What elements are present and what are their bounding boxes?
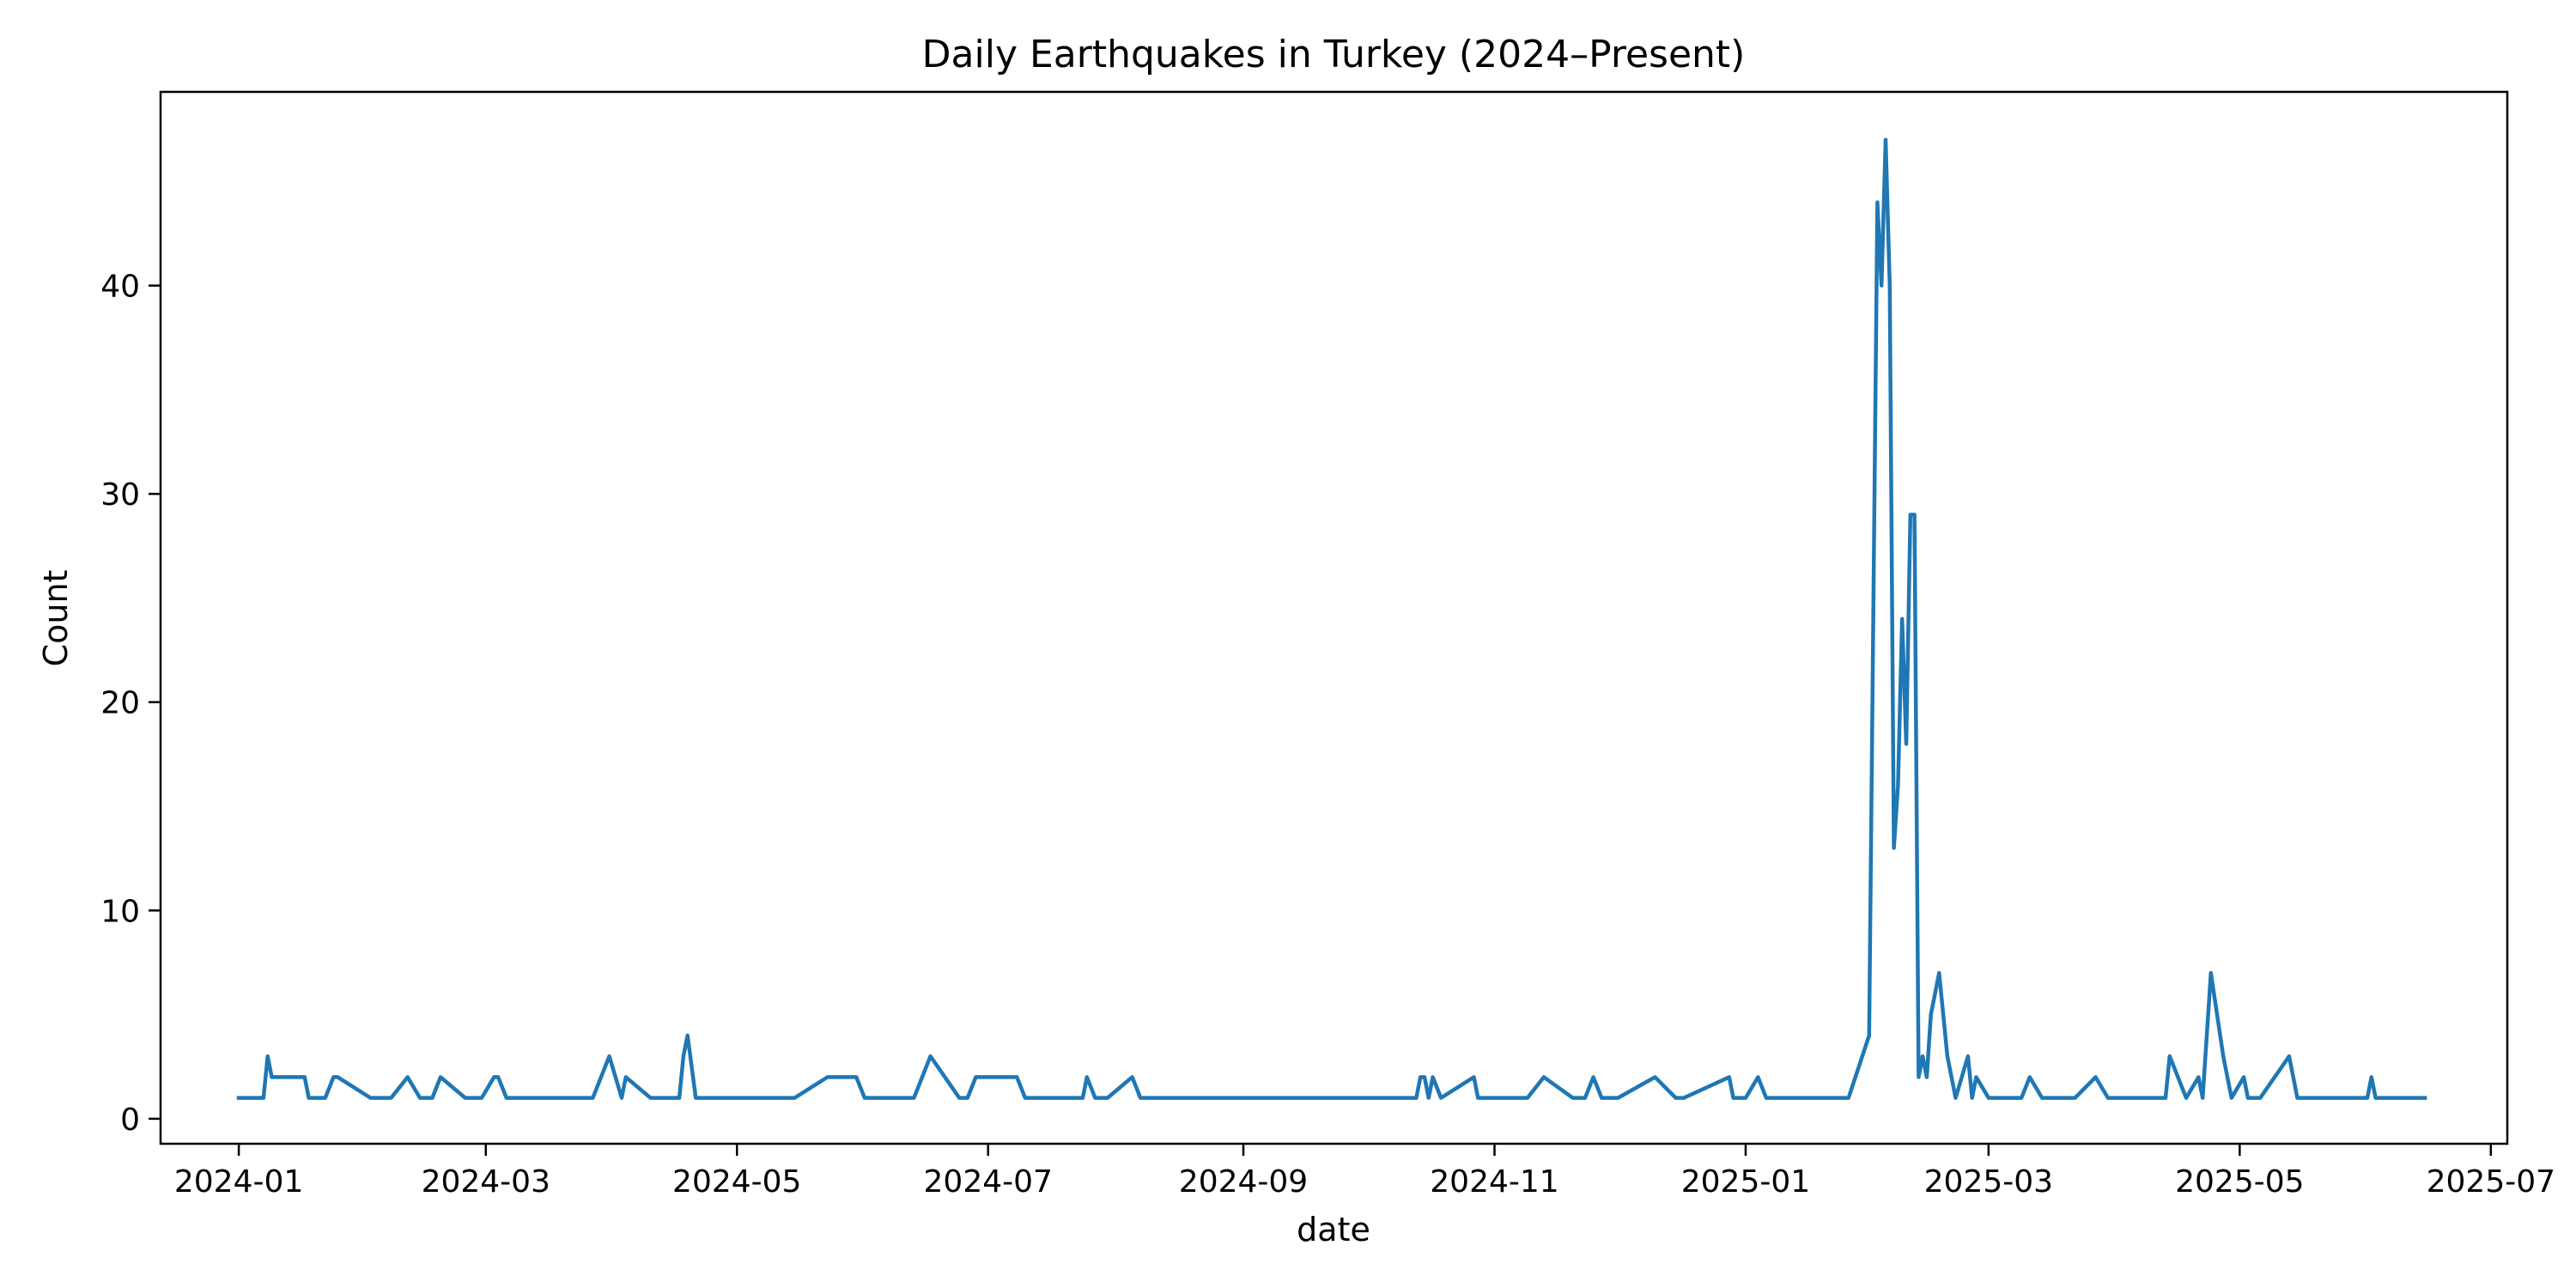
y-tick-label: 20 (100, 686, 140, 721)
x-axis-label: date (1297, 1211, 1370, 1249)
x-tick-label: 2025-01 (1681, 1164, 1810, 1200)
y-axis: 0 10 20 30 40 (100, 270, 161, 1138)
x-tick-label: 2024-05 (672, 1164, 801, 1200)
y-tick-label: 0 (120, 1103, 140, 1138)
x-tick-label: 2024-11 (1430, 1164, 1558, 1200)
x-axis: 2024-01 2024-03 2024-05 2024-07 2024-09 2024-… (174, 1144, 2555, 1200)
series-line (236, 137, 2427, 1100)
y-axis-label: Count (37, 570, 75, 667)
x-tick-label: 2024-01 (174, 1164, 303, 1200)
x-tick-label: 2024-07 (924, 1164, 1053, 1200)
chart-title: Daily Earthquakes in Turkey (2024–Presen… (922, 33, 1746, 76)
axes-frame (159, 90, 2509, 1145)
x-tick-label: 2024-09 (1179, 1164, 1308, 1200)
x-tick-label: 2024-03 (422, 1164, 550, 1200)
y-tick-label: 10 (100, 894, 140, 929)
x-tick-label: 2025-07 (2427, 1164, 2555, 1200)
x-tick-label: 2025-05 (2175, 1164, 2304, 1200)
y-tick-label: 40 (100, 270, 140, 305)
plot-area (236, 137, 2427, 1100)
x-tick-label: 2025-03 (1924, 1164, 2053, 1200)
y-tick-label: 30 (100, 477, 140, 513)
